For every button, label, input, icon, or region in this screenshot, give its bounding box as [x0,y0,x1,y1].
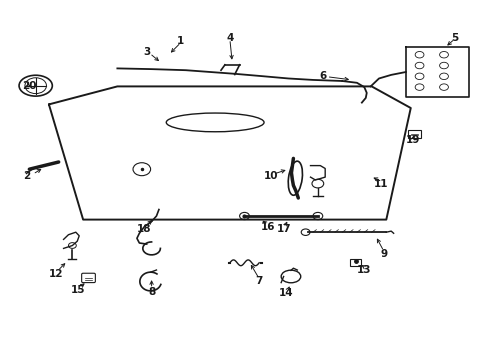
Text: 10: 10 [264,171,278,181]
Text: 13: 13 [356,265,371,275]
Text: 18: 18 [137,224,151,234]
Text: 1: 1 [177,36,184,46]
Text: 14: 14 [278,288,293,298]
Text: 7: 7 [255,276,263,286]
Text: 15: 15 [71,285,85,295]
Text: 20: 20 [22,81,37,91]
Text: 6: 6 [319,71,325,81]
Text: 19: 19 [405,135,420,145]
Text: 4: 4 [225,33,233,43]
Text: 17: 17 [277,224,291,234]
Text: 5: 5 [450,33,457,43]
Text: 2: 2 [23,171,30,181]
Text: 12: 12 [49,269,63,279]
Text: 16: 16 [260,222,275,232]
Text: 8: 8 [148,287,155,297]
Text: 11: 11 [373,179,388,189]
Text: 9: 9 [380,249,386,259]
Text: 3: 3 [143,47,150,57]
